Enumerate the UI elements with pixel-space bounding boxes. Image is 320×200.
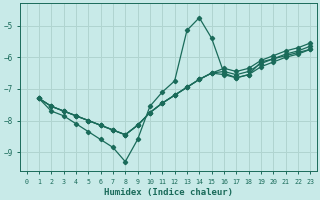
X-axis label: Humidex (Indice chaleur): Humidex (Indice chaleur) <box>104 188 233 197</box>
